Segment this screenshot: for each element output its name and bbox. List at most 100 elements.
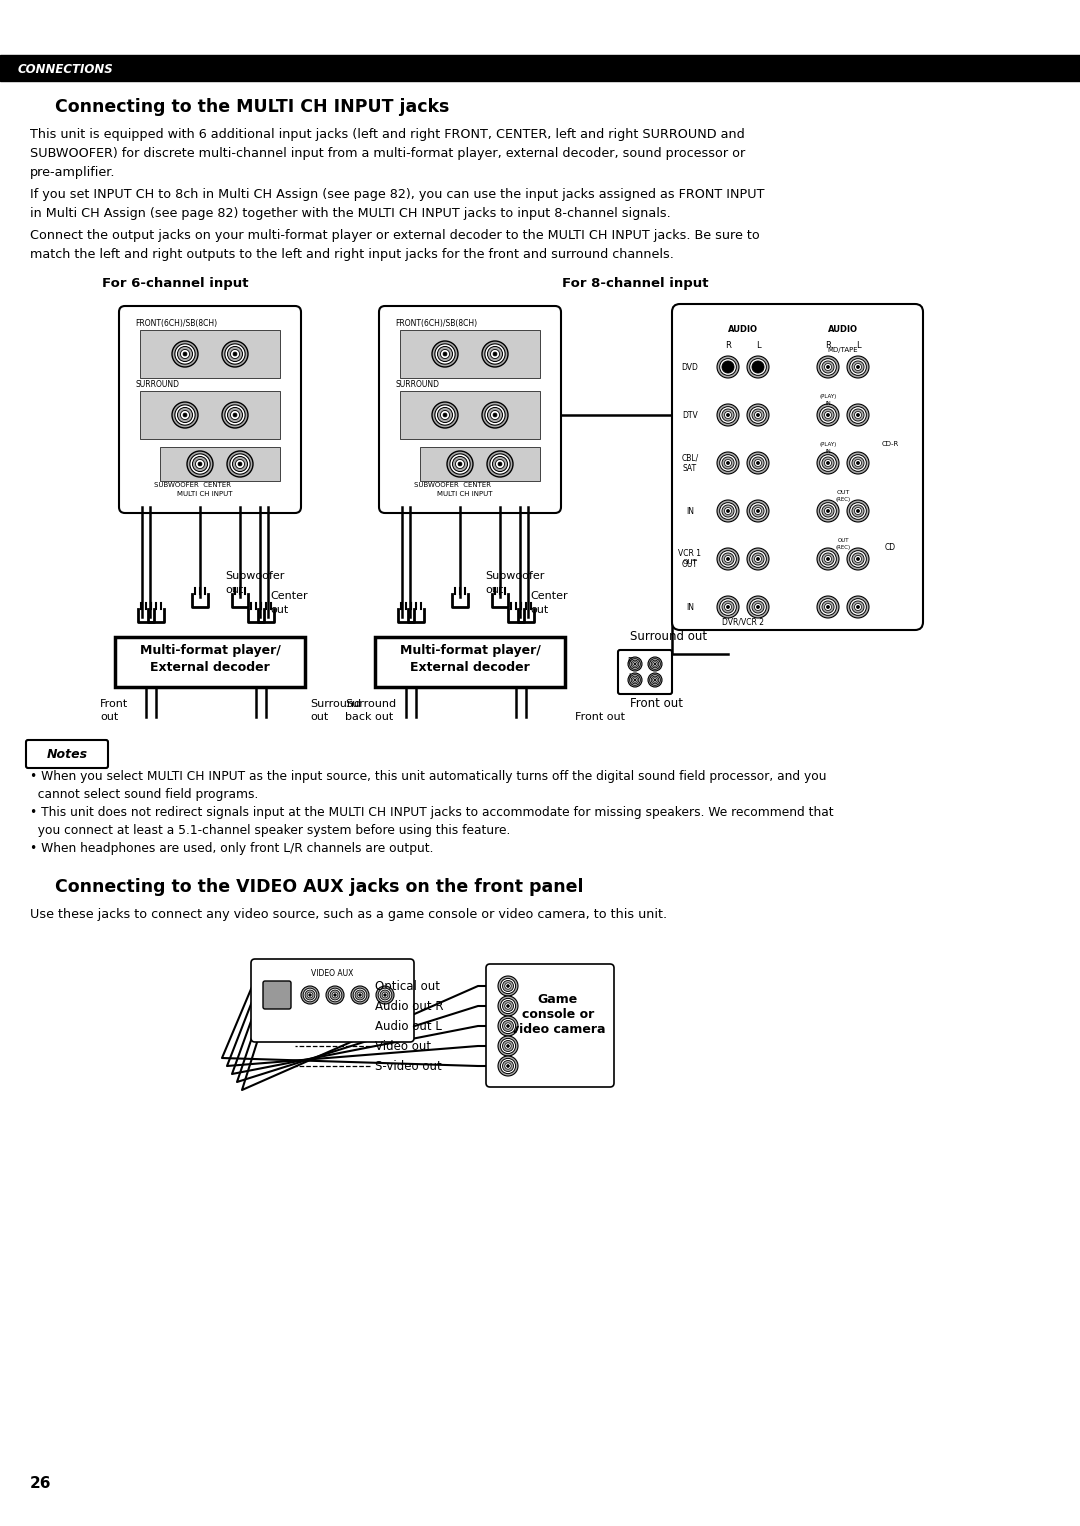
Circle shape <box>504 1003 511 1009</box>
Circle shape <box>177 407 192 423</box>
Circle shape <box>487 407 502 423</box>
Text: pre-amplifier.: pre-amplifier. <box>30 166 116 179</box>
Circle shape <box>747 452 769 475</box>
Text: For 8-channel input: For 8-channel input <box>562 278 708 290</box>
Circle shape <box>824 459 832 467</box>
Circle shape <box>650 659 660 670</box>
Circle shape <box>230 410 240 420</box>
Circle shape <box>824 555 832 563</box>
Circle shape <box>380 990 390 1000</box>
Circle shape <box>822 456 834 468</box>
Circle shape <box>175 404 195 426</box>
Circle shape <box>175 343 195 365</box>
Circle shape <box>502 1041 513 1051</box>
Circle shape <box>507 1004 510 1007</box>
Text: Notes: Notes <box>46 748 87 761</box>
Circle shape <box>190 453 211 475</box>
Text: • When you select MULTI CH INPUT as the input source, this unit automatically tu: • When you select MULTI CH INPUT as the … <box>30 771 826 783</box>
Circle shape <box>822 505 834 517</box>
Circle shape <box>504 1062 511 1070</box>
Text: (REC): (REC) <box>836 497 851 502</box>
Circle shape <box>633 678 637 682</box>
Circle shape <box>498 996 518 1016</box>
Circle shape <box>494 414 497 417</box>
Text: out: out <box>270 604 288 615</box>
Circle shape <box>630 659 640 670</box>
Text: For 6-channel input: For 6-channel input <box>102 278 248 290</box>
Circle shape <box>852 505 864 517</box>
Circle shape <box>721 456 734 468</box>
Text: CBL/
SAT: CBL/ SAT <box>681 453 699 473</box>
Text: OUT: OUT <box>683 559 698 565</box>
Circle shape <box>826 606 829 609</box>
Circle shape <box>856 461 860 464</box>
Circle shape <box>721 601 734 613</box>
Circle shape <box>492 456 508 472</box>
Circle shape <box>435 404 455 426</box>
Circle shape <box>437 346 453 362</box>
Text: out: out <box>310 713 328 722</box>
Circle shape <box>437 407 453 423</box>
Circle shape <box>498 1056 518 1076</box>
Circle shape <box>747 548 769 571</box>
Circle shape <box>233 414 237 417</box>
Circle shape <box>847 501 869 522</box>
Text: If you set INPUT CH to 8ch in Multi CH Assign (see page 82), you can use the inp: If you set INPUT CH to 8ch in Multi CH A… <box>30 188 765 201</box>
Circle shape <box>727 414 730 417</box>
Text: Front out: Front out <box>630 697 683 710</box>
FancyBboxPatch shape <box>119 307 301 513</box>
Text: video camera: video camera <box>511 1022 605 1036</box>
Circle shape <box>233 353 237 356</box>
Circle shape <box>756 461 759 464</box>
Circle shape <box>755 459 761 467</box>
Circle shape <box>328 989 342 1003</box>
Circle shape <box>500 998 515 1013</box>
Circle shape <box>725 603 731 610</box>
Circle shape <box>183 353 187 356</box>
Circle shape <box>717 452 739 475</box>
Circle shape <box>222 340 248 366</box>
Circle shape <box>820 455 836 472</box>
Circle shape <box>752 552 764 565</box>
Circle shape <box>820 551 836 568</box>
Text: SUBWOOFER) for discrete multi-channel input from a multi-format player, external: SUBWOOFER) for discrete multi-channel in… <box>30 146 745 160</box>
FancyBboxPatch shape <box>672 304 923 630</box>
Circle shape <box>852 552 864 565</box>
Circle shape <box>752 505 764 517</box>
Text: SUBWOOFER  CENTER: SUBWOOFER CENTER <box>414 482 490 488</box>
Text: (PLAY): (PLAY) <box>820 394 837 398</box>
Circle shape <box>854 603 862 610</box>
Circle shape <box>232 456 247 472</box>
Text: External decoder: External decoder <box>150 661 270 674</box>
Circle shape <box>631 676 639 684</box>
Text: S-video out: S-video out <box>375 1059 442 1073</box>
Text: OUT: OUT <box>837 539 849 543</box>
Circle shape <box>719 406 737 423</box>
Circle shape <box>651 676 659 684</box>
Circle shape <box>187 452 213 478</box>
Circle shape <box>727 606 730 609</box>
Text: DTV: DTV <box>683 410 698 420</box>
Text: Game: Game <box>538 993 578 1006</box>
Text: Video out: Video out <box>375 1039 431 1053</box>
Circle shape <box>721 505 734 517</box>
Circle shape <box>633 662 637 667</box>
Circle shape <box>717 501 739 522</box>
Circle shape <box>654 679 656 681</box>
Circle shape <box>850 598 866 615</box>
Circle shape <box>756 606 759 609</box>
Circle shape <box>627 673 642 687</box>
Circle shape <box>500 1059 515 1074</box>
Circle shape <box>816 356 839 378</box>
Circle shape <box>826 365 829 369</box>
Circle shape <box>222 401 248 427</box>
Circle shape <box>376 986 394 1004</box>
Circle shape <box>850 502 866 519</box>
Circle shape <box>172 401 198 427</box>
Circle shape <box>847 597 869 618</box>
Circle shape <box>750 406 767 423</box>
Circle shape <box>490 453 510 475</box>
Circle shape <box>756 414 759 417</box>
Circle shape <box>756 510 759 513</box>
Circle shape <box>826 414 829 417</box>
